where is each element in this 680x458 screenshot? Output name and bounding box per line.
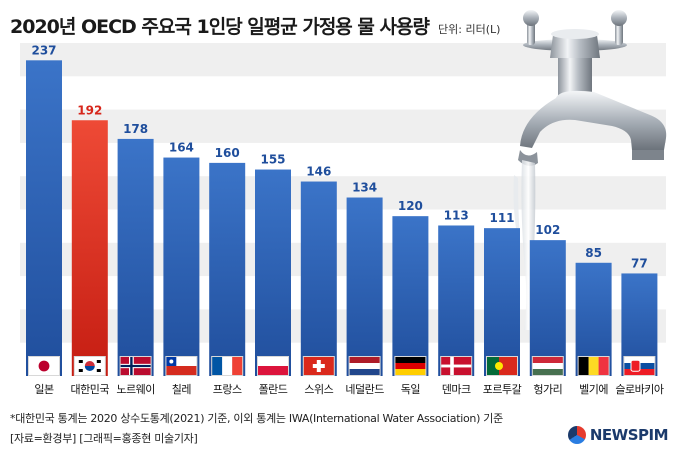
value-label-4: 164 — [169, 141, 194, 155]
value-label-5: 160 — [215, 146, 240, 160]
category-label-12: 헝가리 — [533, 383, 562, 396]
value-label-11: 111 — [489, 211, 514, 225]
grid-band — [20, 309, 666, 343]
category-labels: 일본 대한민국 노르웨이 칠레 프랑스 폴란드 스위스 네덜란드 독일 덴마크 포르투갈 헝가리 벨기에… — [34, 382, 664, 396]
bars — [26, 60, 658, 376]
flag-8-icon — [348, 356, 381, 376]
value-label-10: 113 — [444, 208, 469, 222]
bar-9 — [392, 216, 429, 376]
bar-1 — [26, 60, 62, 376]
category-label-2: 대한민국 — [71, 383, 110, 396]
value-label-1: 237 — [31, 43, 56, 57]
category-label-8: 네덜란드 — [345, 383, 384, 396]
bar-4 — [163, 157, 200, 376]
flag-7-icon — [302, 356, 335, 376]
flag-12-icon — [531, 356, 564, 376]
source-credit: [자료=환경부] [그래픽=홍종현 미술기자] — [10, 432, 198, 445]
category-label-6: 폴란드 — [259, 383, 288, 396]
value-label-9: 120 — [398, 199, 423, 213]
bar-12 — [529, 240, 566, 376]
flag-2-icon — [73, 356, 106, 376]
bar-6 — [255, 169, 291, 376]
category-label-9: 독일 — [401, 382, 421, 396]
value-label-14: 77 — [631, 256, 648, 270]
category-label-3: 노르웨이 — [116, 383, 154, 396]
flags — [28, 356, 656, 376]
flag-6-icon — [257, 356, 289, 376]
flag-3-icon — [119, 356, 152, 376]
bar-11 — [484, 228, 520, 376]
grid-band — [20, 242, 666, 277]
value-label-8: 134 — [352, 181, 377, 195]
category-label-11: 포르투갈 — [483, 382, 522, 396]
footnote: *대한민국 통계는 2020 상수도통계(2021) 기준, 이외 통계는 IW… — [10, 412, 503, 425]
category-label-7: 스위스 — [304, 383, 333, 396]
logo-text: NEWSPIM — [589, 426, 669, 444]
value-label-13: 85 — [585, 246, 602, 260]
newspim-logo: NEWSPIM — [567, 426, 669, 444]
flag-13-icon — [577, 356, 610, 376]
unit-label: 단위: 리터(L) — [438, 23, 501, 36]
bar-10 — [438, 225, 475, 376]
value-label-6: 155 — [260, 153, 285, 167]
flag-4-icon — [165, 356, 198, 376]
value-label-2: 192 — [77, 103, 102, 117]
value-labels: 237 192 178 164 160 155 146 134 120 113 111 102 85 77 — [31, 43, 647, 270]
flag-11-icon — [486, 356, 518, 376]
flag-10-icon — [440, 356, 473, 376]
category-label-10: 덴마크 — [442, 383, 471, 396]
grid-band — [20, 176, 666, 210]
value-label-3: 178 — [123, 122, 148, 136]
category-label-5: 프랑스 — [213, 383, 242, 396]
category-label-13: 벨기에 — [579, 383, 608, 396]
category-label-1: 일본 — [34, 382, 54, 396]
bar-2 — [71, 120, 108, 376]
category-label-14: 슬로바키아 — [615, 383, 663, 396]
flag-1-icon — [28, 356, 60, 376]
bar-8 — [346, 197, 383, 376]
value-label-12: 102 — [535, 223, 560, 237]
chart-title: 2020년 OECD 주요국 1인당 일평균 가정용 물 사용량 — [10, 16, 430, 38]
flag-5-icon — [211, 356, 244, 376]
value-label-7: 146 — [306, 165, 331, 179]
flag-14-icon — [623, 356, 656, 376]
category-label-4: 칠레 — [172, 383, 191, 396]
bar-7 — [300, 181, 337, 376]
title-row: 2020년 OECD 주요국 1인당 일평균 가정용 물 사용량 단위: 리터(… — [10, 12, 500, 39]
flag-9-icon — [394, 356, 427, 376]
logo-mark-icon — [567, 426, 586, 444]
bar-5 — [209, 162, 246, 376]
bar-3 — [117, 138, 154, 376]
